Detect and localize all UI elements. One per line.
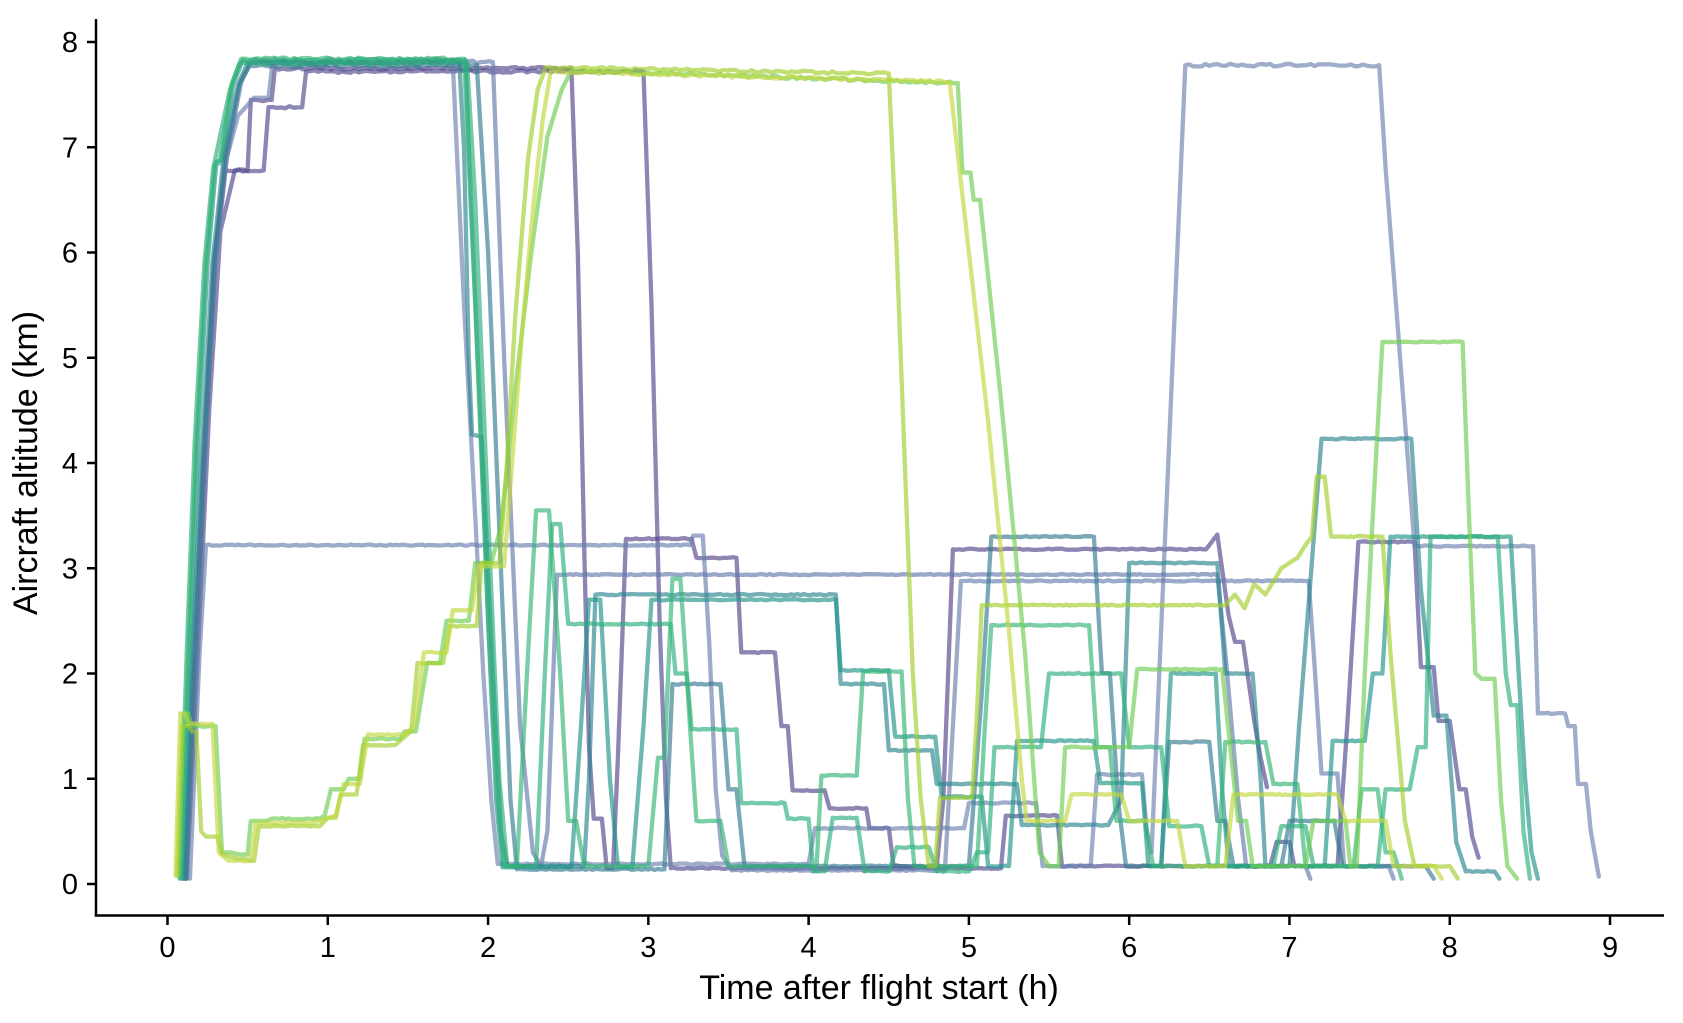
svg-text:1: 1 xyxy=(320,932,336,964)
svg-text:9: 9 xyxy=(1602,932,1618,964)
svg-text:7: 7 xyxy=(62,132,78,164)
svg-text:6: 6 xyxy=(1121,932,1137,964)
svg-text:3: 3 xyxy=(640,932,656,964)
svg-text:7: 7 xyxy=(1281,932,1297,964)
svg-text:2: 2 xyxy=(62,659,78,691)
svg-text:3: 3 xyxy=(62,553,78,585)
svg-text:5: 5 xyxy=(62,343,78,375)
svg-text:1: 1 xyxy=(62,764,78,796)
svg-text:0: 0 xyxy=(159,932,175,964)
svg-text:8: 8 xyxy=(1442,932,1458,964)
svg-text:Aircraft altitude (km): Aircraft altitude (km) xyxy=(7,311,45,615)
svg-text:5: 5 xyxy=(961,932,977,964)
svg-text:0: 0 xyxy=(62,869,78,901)
svg-text:6: 6 xyxy=(62,238,78,270)
svg-text:2: 2 xyxy=(480,932,496,964)
svg-text:4: 4 xyxy=(801,932,817,964)
svg-text:4: 4 xyxy=(62,448,78,480)
svg-text:8: 8 xyxy=(62,27,78,59)
svg-text:Time after flight start (h): Time after flight start (h) xyxy=(699,969,1059,1007)
